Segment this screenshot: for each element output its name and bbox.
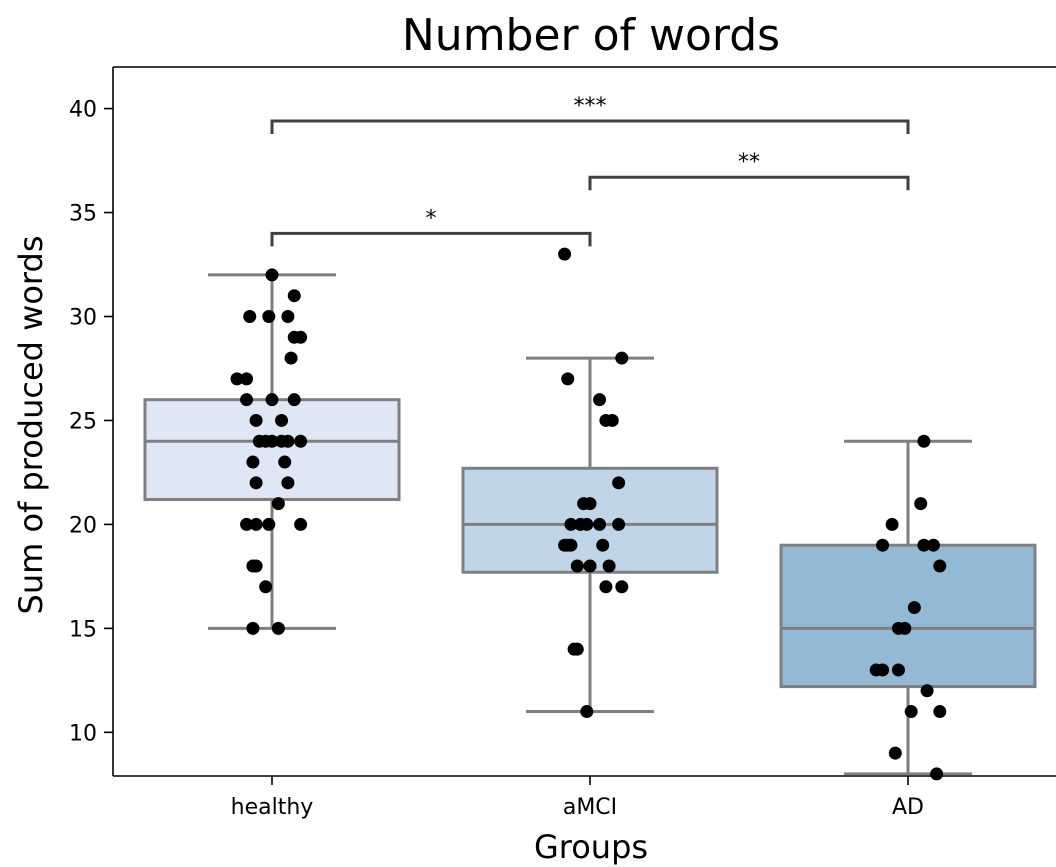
data-point-ad	[933, 559, 947, 573]
y-tick-label: 20	[69, 513, 97, 538]
y-tick-label: 35	[69, 202, 97, 227]
data-point-amci	[593, 517, 607, 531]
x-tick-label-healthy: healthy	[231, 795, 314, 820]
data-point-amci	[561, 372, 575, 386]
data-point-healthy	[265, 434, 279, 448]
data-point-amci	[564, 517, 578, 531]
data-point-ad	[888, 746, 902, 760]
data-point-amci	[580, 517, 594, 531]
data-point-healthy	[243, 310, 257, 324]
data-point-healthy	[287, 393, 301, 407]
data-point-healthy	[281, 310, 295, 324]
data-point-healthy	[246, 455, 260, 469]
data-point-ad	[914, 497, 928, 511]
data-point-healthy	[262, 517, 276, 531]
data-point-healthy	[281, 434, 295, 448]
data-point-amci	[596, 538, 610, 552]
data-point-amci	[612, 476, 626, 490]
data-point-ad	[926, 538, 940, 552]
data-point-ad	[930, 767, 944, 781]
data-point-ad	[876, 663, 890, 677]
data-point-ad	[933, 705, 947, 719]
data-point-healthy	[275, 413, 289, 427]
y-tick-label: 40	[69, 98, 97, 123]
data-point-healthy	[240, 393, 254, 407]
data-point-healthy	[240, 517, 254, 531]
data-point-amci	[599, 580, 613, 594]
data-point-amci	[593, 393, 607, 407]
chart-title: Number of words	[402, 10, 780, 61]
data-point-healthy	[240, 372, 254, 386]
data-point-healthy	[294, 517, 308, 531]
data-point-healthy	[259, 580, 273, 594]
box-healthy	[143, 398, 401, 501]
data-point-healthy	[230, 372, 244, 386]
data-point-ad	[904, 705, 918, 719]
data-point-healthy	[284, 351, 298, 365]
data-point-amci	[615, 351, 629, 365]
data-point-healthy	[249, 476, 263, 490]
data-point-amci	[580, 705, 594, 719]
data-point-healthy	[249, 517, 263, 531]
x-axis-label: Groups	[534, 828, 648, 866]
x-tick-label-amci: aMCI	[563, 795, 617, 820]
data-point-healthy	[271, 621, 285, 635]
data-point-healthy	[246, 621, 260, 635]
data-point-ad	[920, 684, 934, 698]
significance-bracket	[270, 119, 910, 135]
significance-bracket	[270, 231, 592, 247]
data-point-ad	[898, 621, 912, 635]
data-point-amci	[570, 642, 584, 656]
data-point-amci	[605, 413, 619, 427]
data-point-healthy	[265, 268, 279, 282]
data-point-ad	[876, 538, 890, 552]
data-point-healthy	[278, 455, 292, 469]
data-point-healthy	[265, 393, 279, 407]
y-axis-label: Sum of produced words	[12, 236, 50, 615]
data-point-healthy	[262, 310, 276, 324]
data-point-ad	[917, 538, 931, 552]
data-point-healthy	[294, 434, 308, 448]
y-tick-label: 15	[69, 617, 97, 642]
data-point-amci	[612, 517, 626, 531]
data-point-amci	[564, 538, 578, 552]
data-point-amci	[583, 559, 597, 573]
data-point-amci	[570, 559, 584, 573]
significance-label: *	[426, 206, 437, 231]
significance-label: ***	[574, 94, 607, 119]
data-point-ad	[917, 434, 931, 448]
data-point-ad	[907, 601, 921, 615]
data-point-healthy	[249, 559, 263, 573]
data-point-healthy	[294, 330, 308, 344]
significance-bracket	[588, 175, 910, 191]
box-ad	[779, 543, 1037, 689]
data-point-amci	[583, 497, 597, 511]
data-point-ad	[885, 517, 899, 531]
data-point-healthy	[249, 413, 263, 427]
significance-label: **	[738, 150, 760, 175]
data-point-healthy	[281, 476, 295, 490]
y-tick-label: 10	[69, 721, 97, 746]
y-tick-label: 30	[69, 306, 97, 331]
data-point-healthy	[271, 497, 285, 511]
data-point-healthy	[287, 289, 301, 303]
data-point-amci	[615, 580, 629, 594]
x-tick-label-ad: AD	[892, 795, 924, 820]
y-tick-label: 25	[69, 409, 97, 434]
data-point-amci	[558, 247, 572, 261]
data-point-ad	[891, 663, 905, 677]
data-point-amci	[602, 559, 616, 573]
